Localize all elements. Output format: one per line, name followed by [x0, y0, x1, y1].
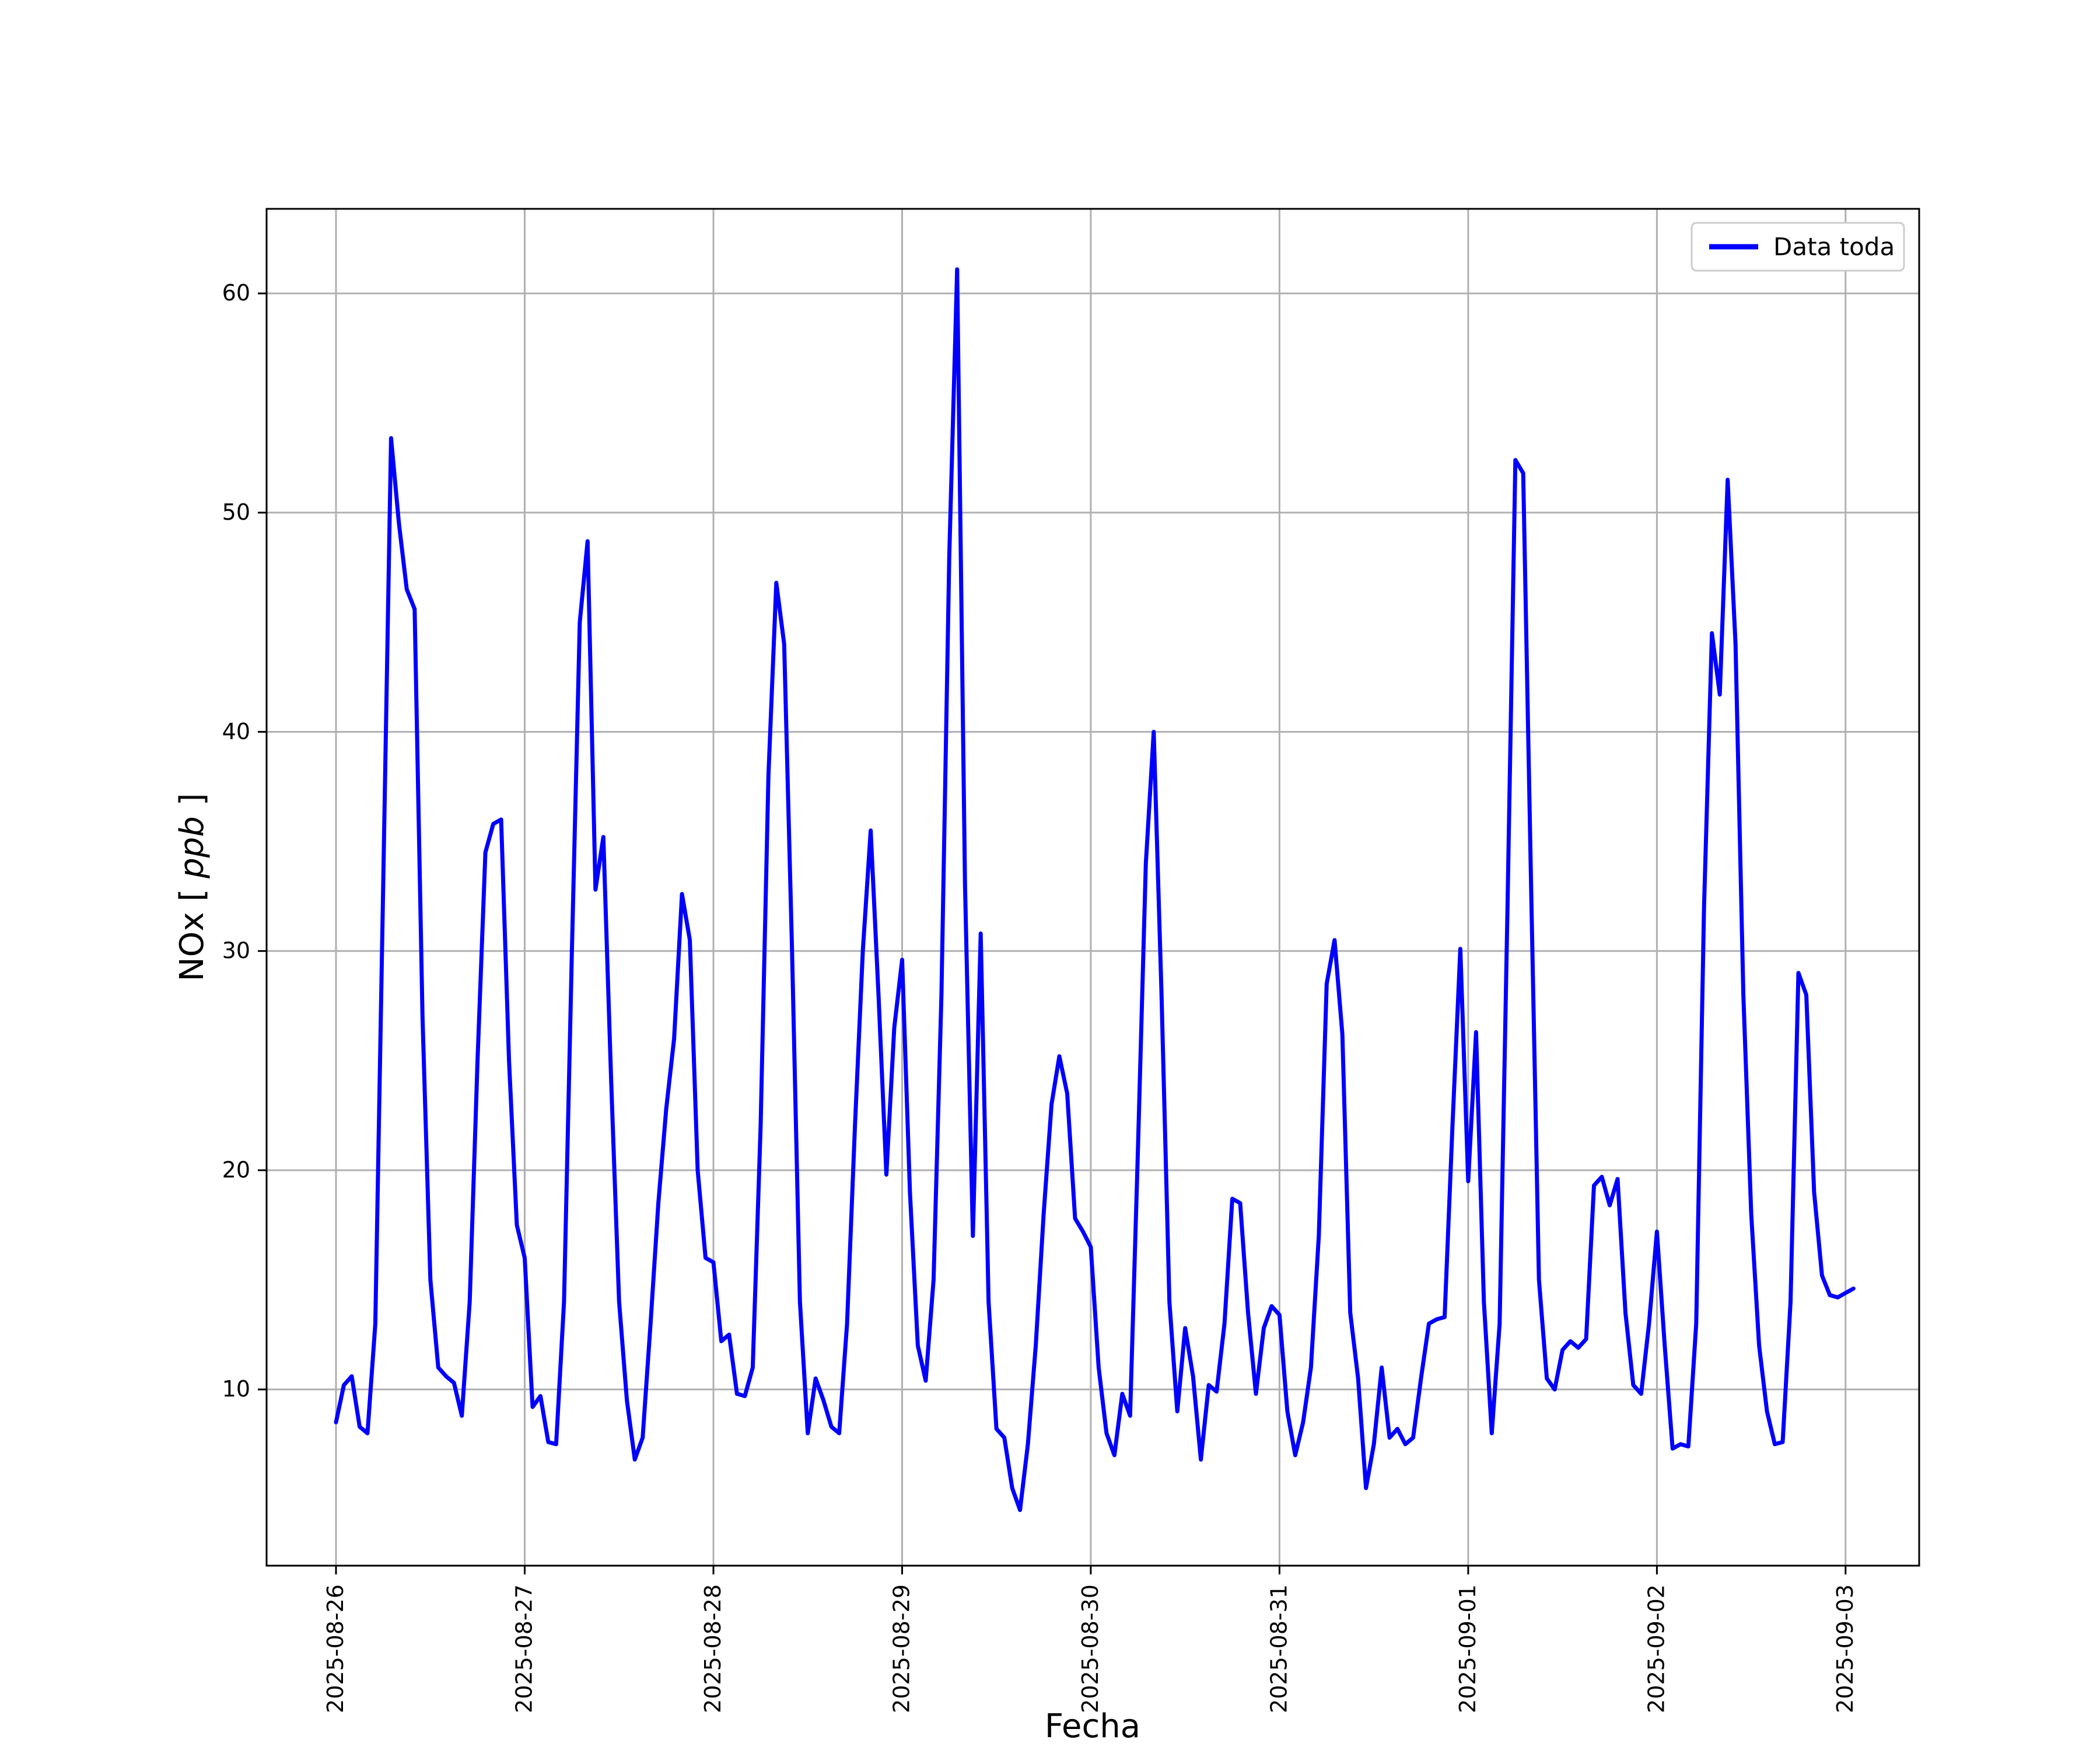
- x-tick-label: 2025-09-02: [1644, 1584, 1670, 1713]
- plot-border: [265, 208, 1920, 1567]
- y-axis-label-math: ppb: [173, 816, 211, 879]
- legend-box: [1690, 222, 1905, 272]
- y-axis-label-prefix: NOx [: [173, 889, 211, 982]
- grid-layer: [267, 209, 1919, 1566]
- tick-layer: [258, 292, 1847, 1574]
- x-tick-label: 2025-08-27: [512, 1584, 537, 1713]
- y-axis-label: NOx [ ppb ]: [173, 793, 211, 982]
- y-tick-label: 20: [222, 1157, 250, 1182]
- x-tick-label: 2025-08-28: [700, 1584, 726, 1713]
- x-tick-label: 2025-08-31: [1266, 1584, 1292, 1713]
- x-tick-label: 2025-08-30: [1077, 1584, 1103, 1713]
- line-layer: [334, 267, 1856, 1513]
- y-axis-label-suffix: ]: [173, 793, 211, 806]
- data-line: [334, 267, 1856, 1513]
- y-tick-label: 50: [222, 499, 250, 525]
- x-axis-label: Fecha: [1045, 1707, 1140, 1745]
- y-tick-label: 10: [222, 1376, 250, 1402]
- y-tick-label: 30: [222, 937, 250, 963]
- y-tick-label: 40: [222, 719, 250, 744]
- x-tick-label: 2025-09-03: [1832, 1584, 1858, 1713]
- x-tick-label: 2025-08-29: [889, 1584, 915, 1713]
- y-tick-label: 60: [222, 280, 250, 306]
- ticklabel-layer: 10 20 30 40 50 60 2025-08-26 2025-08-27 2025-08-…: [222, 280, 1858, 1713]
- legend-label: Data toda: [1773, 232, 1895, 261]
- x-tick-label: 2025-08-26: [323, 1584, 348, 1713]
- legend: Data toda: [1690, 222, 1905, 272]
- x-tick-label: 2025-09-01: [1455, 1584, 1480, 1713]
